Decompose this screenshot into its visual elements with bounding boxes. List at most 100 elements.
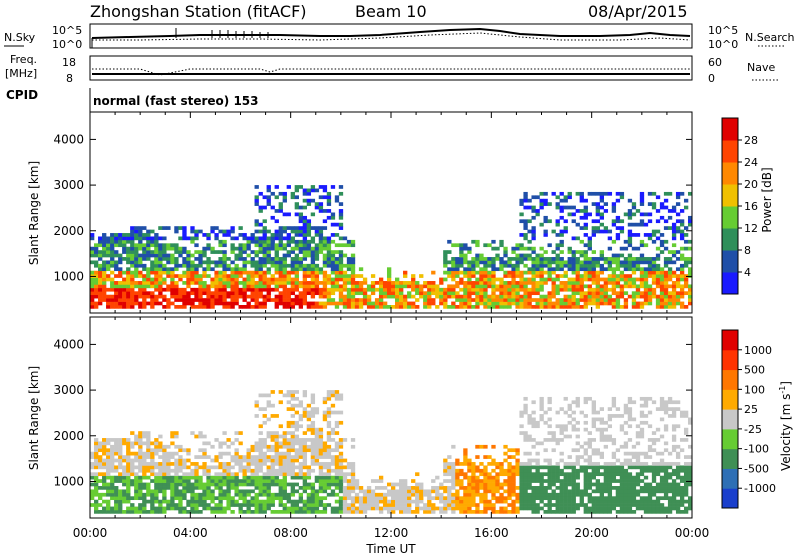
echo-cell xyxy=(342,496,348,501)
echo-cell xyxy=(230,267,235,272)
echo-cell xyxy=(495,486,500,490)
echo-cell xyxy=(523,472,528,477)
echo-cell xyxy=(539,191,544,196)
echo-cell xyxy=(523,438,528,442)
echo-cell xyxy=(106,475,111,480)
echo-cell xyxy=(531,479,536,483)
echo-cell xyxy=(479,267,484,272)
echo-cell xyxy=(186,503,191,507)
echo-cell xyxy=(403,492,408,497)
echo-cell xyxy=(370,503,376,507)
echo-cell xyxy=(338,274,344,278)
echo-cell xyxy=(523,246,528,251)
echo-cell xyxy=(639,305,645,309)
echo-cell xyxy=(551,496,556,501)
echo-cell xyxy=(246,260,251,265)
echo-cell xyxy=(459,250,464,254)
echo-cell xyxy=(198,434,203,439)
echo-cell xyxy=(539,441,544,446)
echo-cell xyxy=(142,263,147,268)
echo-cell xyxy=(302,284,308,289)
echo-cell xyxy=(499,468,504,473)
echo-cell xyxy=(206,263,211,268)
echo-cell xyxy=(547,298,552,302)
echo-cell xyxy=(591,301,596,306)
echo-cell xyxy=(567,277,572,282)
echo-cell xyxy=(663,284,669,289)
echo-cell xyxy=(106,438,111,442)
echo-cell xyxy=(238,294,243,299)
echo-cell xyxy=(90,284,95,289)
echo-cell xyxy=(270,455,275,459)
echo-cell xyxy=(523,492,528,497)
echo-cell xyxy=(595,489,600,494)
echo-cell xyxy=(362,503,368,507)
echo-cell xyxy=(162,236,167,241)
echo-cell xyxy=(571,294,576,299)
echo-cell xyxy=(238,458,243,463)
echo-cell xyxy=(214,260,219,265)
echo-cell xyxy=(362,506,368,511)
echo-cell xyxy=(443,486,448,490)
echo-cell xyxy=(551,281,556,285)
echo-cell xyxy=(370,499,376,504)
echo-cell xyxy=(515,270,520,275)
echo-cell xyxy=(587,438,592,442)
echo-cell xyxy=(162,489,167,494)
echo-cell xyxy=(451,270,456,275)
echo-cell xyxy=(366,287,372,292)
echo-cell xyxy=(431,510,436,514)
echo-cell xyxy=(142,496,147,501)
echo-cell xyxy=(447,294,452,299)
echo-cell xyxy=(571,492,576,497)
echo-cell xyxy=(358,305,364,309)
echo-cell xyxy=(459,287,464,292)
echo-cell xyxy=(326,202,332,206)
echo-cell xyxy=(374,499,380,504)
echo-cell xyxy=(182,486,187,490)
echo-cell xyxy=(471,462,476,466)
echo-cell xyxy=(663,400,669,405)
echo-cell xyxy=(302,191,308,196)
echo-cell xyxy=(186,510,191,514)
echo-cell xyxy=(479,253,484,258)
echo-cell xyxy=(611,274,617,278)
echo-cell xyxy=(631,260,637,265)
echo-cell xyxy=(463,257,468,261)
echo-cell xyxy=(523,195,528,200)
echo-cell xyxy=(386,284,392,289)
echo-cell xyxy=(651,257,657,261)
echo-cell xyxy=(214,250,219,254)
echo-cell xyxy=(575,462,580,466)
echo-cell xyxy=(106,239,111,244)
echo-cell xyxy=(603,482,609,487)
echo-cell xyxy=(158,444,163,449)
echo-cell xyxy=(651,274,657,278)
echo-cell xyxy=(595,486,600,490)
echo-cell xyxy=(603,229,609,234)
echo-cell xyxy=(667,482,673,487)
echo-cell xyxy=(491,246,496,251)
echo-cell xyxy=(218,239,223,244)
echo-cell xyxy=(655,305,661,309)
echo-cell xyxy=(366,492,372,497)
echo-cell xyxy=(278,503,283,507)
echo-cell xyxy=(599,198,605,203)
echo-cell xyxy=(150,229,155,234)
echo-cell xyxy=(595,482,600,487)
echo-cell xyxy=(491,267,496,272)
echo-cell xyxy=(302,281,308,285)
echo-cell xyxy=(94,455,99,459)
echo-cell xyxy=(158,294,163,299)
echo-cell xyxy=(334,390,340,394)
echo-cell xyxy=(455,267,460,272)
echo-cell xyxy=(98,250,103,254)
echo-cell xyxy=(290,226,295,230)
echo-cell xyxy=(555,233,560,237)
echo-cell xyxy=(366,301,372,306)
echo-cell xyxy=(471,465,476,470)
echo-cell xyxy=(551,270,556,275)
echo-cell xyxy=(643,462,649,466)
echo-cell xyxy=(186,281,191,285)
echo-cell xyxy=(655,496,661,501)
